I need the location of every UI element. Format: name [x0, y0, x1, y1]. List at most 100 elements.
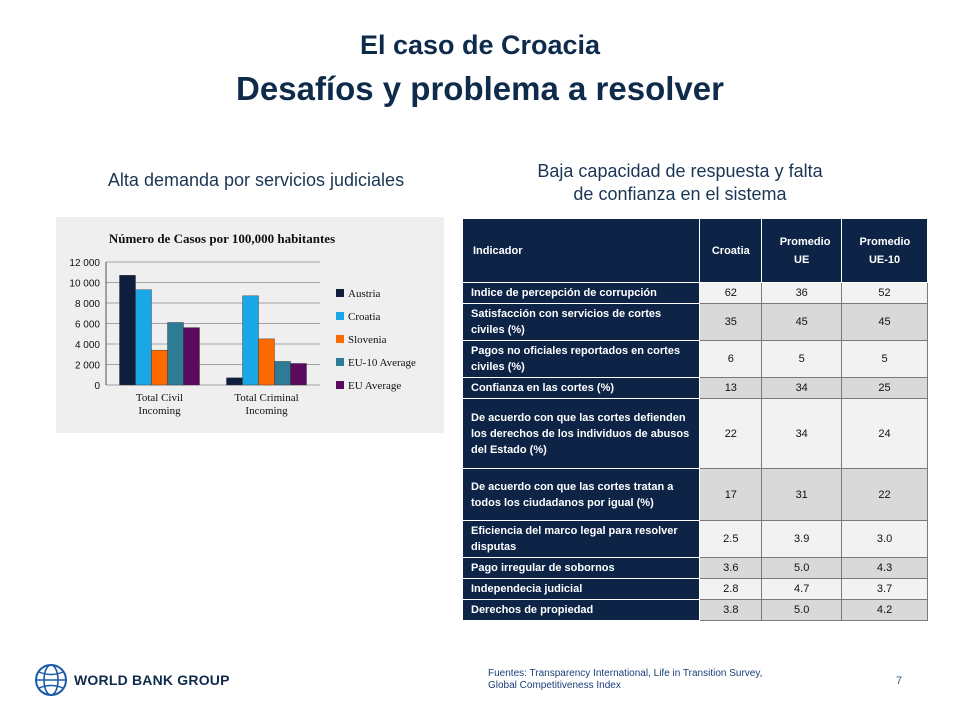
legend-label: EU-10 Average — [348, 357, 416, 369]
cell-croatia: 6 — [699, 340, 763, 378]
bar — [274, 361, 291, 386]
table-row: Indice de percepción de corrupción 62 36 52 — [461, 282, 928, 304]
legend-swatch — [336, 289, 344, 297]
globe-icon — [35, 664, 67, 696]
cell-promedio-ue10: 4.3 — [841, 557, 928, 579]
chart-svg: Número de Casos por 100,000 habitantes 0 2… — [69, 231, 416, 417]
cell-croatia: 35 — [699, 303, 763, 341]
sources-note: Fuentes: Transparency International, Lif… — [488, 668, 848, 692]
table-row: De acuerdo con que las cortes tratan a t… — [461, 468, 928, 521]
right-heading-line-1: Baja capacidad de respuesta y falta — [537, 161, 823, 181]
cell-croatia: 62 — [699, 282, 763, 304]
cell-croatia: 22 — [699, 398, 763, 469]
cell-croatia: 3.8 — [699, 599, 763, 621]
cell-promedio-ue10: 3.0 — [841, 520, 928, 558]
row-indicator-label: Pago irregular de sobornos — [461, 557, 701, 579]
legend-swatch — [336, 335, 344, 343]
cell-promedio-ue: 31 — [761, 468, 843, 521]
cell-promedio-ue: 5.0 — [761, 599, 843, 621]
row-indicator-label: Eficiencia del marco legal para resolver… — [461, 520, 701, 558]
table-row: Pagos no oficiales reportados en cortes … — [461, 340, 928, 378]
row-indicator-label: Derechos de propiedad — [461, 599, 701, 621]
table-row: Eficiencia del marco legal para resolver… — [461, 520, 928, 558]
row-indicator-label: Independecia judicial — [461, 578, 701, 600]
left-heading: Alta demanda por servicios judiciales — [107, 170, 405, 190]
cell-promedio-ue10: 52 — [841, 282, 928, 304]
right-heading-line-2: de confianza en el sistema — [573, 184, 787, 204]
cell-promedio-ue10: 45 — [841, 303, 928, 341]
table-row: Satisfacción con servicios de cortes civ… — [461, 303, 928, 341]
cell-promedio-ue: 5.0 — [761, 557, 843, 579]
legend-label: Slovenia — [348, 334, 387, 346]
y-tick-label: 8 000 — [75, 299, 100, 310]
header-croatia: Croatia — [699, 218, 763, 283]
cell-promedio-ue10: 22 — [841, 468, 928, 521]
bar — [135, 289, 152, 386]
sources-line-2: Global Competitiveness Index — [488, 680, 621, 691]
cell-promedio-ue: 4.7 — [761, 578, 843, 600]
row-indicator-label: De acuerdo con que las cortes defienden … — [461, 398, 701, 469]
row-indicator-label: Indice de percepción de corrupción — [461, 282, 701, 304]
cell-promedio-ue10: 3.7 — [841, 578, 928, 600]
header-promedio-ue: Promedio UE — [761, 218, 843, 283]
legend-swatch — [336, 312, 344, 320]
y-tick-label: 0 — [94, 381, 100, 392]
table-row: Independecia judicial 2.8 4.7 3.7 — [461, 578, 928, 600]
bar — [242, 295, 259, 386]
slide-title: El caso de Croacia — [359, 30, 601, 60]
legend-label: Austria — [348, 288, 381, 300]
row-indicator-label: Confianza en las cortes (%) — [461, 377, 701, 399]
cases-chart: Número de Casos por 100,000 habitantes 0 2… — [56, 217, 444, 433]
bar — [258, 338, 275, 386]
cell-croatia: 3.6 — [699, 557, 763, 579]
legend-label: EU Average — [348, 380, 401, 392]
cell-promedio-ue: 5 — [761, 340, 843, 378]
row-indicator-label: Pagos no oficiales reportados en cortes … — [461, 340, 701, 378]
chart-title: Número de Casos por 100,000 habitantes — [109, 231, 335, 246]
slide-subtitle: Desafíos y problema a resolver — [236, 70, 724, 107]
table-row: De acuerdo con que las cortes defienden … — [461, 398, 928, 469]
right-heading: Baja capacidad de respuesta y falta de c… — [480, 160, 880, 206]
bar — [151, 349, 168, 386]
y-tick-label: 12 000 — [69, 258, 100, 269]
y-tick-label: 6 000 — [75, 320, 100, 331]
category-label: Incoming — [245, 405, 288, 417]
cell-promedio-ue10: 5 — [841, 340, 928, 378]
cell-croatia: 13 — [699, 377, 763, 399]
table-row: Confianza en las cortes (%) 13 34 25 — [461, 377, 928, 399]
header-promedio-ue-label: Promedio UE — [779, 235, 831, 266]
cell-promedio-ue10: 4.2 — [841, 599, 928, 621]
table-row: Pago irregular de sobornos 3.6 5.0 4.3 — [461, 557, 928, 579]
sources-line-1: Fuentes: Transparency International, Lif… — [488, 668, 763, 679]
cell-promedio-ue: 3.9 — [761, 520, 843, 558]
legend-swatch — [336, 381, 344, 389]
cell-promedio-ue: 36 — [761, 282, 843, 304]
bar — [119, 275, 136, 386]
legend-swatch — [336, 358, 344, 366]
row-indicator-label: De acuerdo con que las cortes tratan a t… — [461, 468, 701, 521]
category-label: Incoming — [138, 405, 181, 417]
header-indicador: Indicador — [461, 218, 701, 283]
cell-promedio-ue10: 24 — [841, 398, 928, 469]
bar — [167, 322, 184, 386]
category-label: Total Criminal — [234, 392, 298, 404]
cell-croatia: 2.5 — [699, 520, 763, 558]
cell-croatia: 2.8 — [699, 578, 763, 600]
bar — [290, 363, 307, 386]
table-header-row: Indicador Croatia Promedio UE Promedio U… — [461, 218, 928, 283]
logo-text: WORLD BANK GROUP — [74, 672, 230, 688]
table-row: Derechos de propiedad 3.8 5.0 4.2 — [461, 599, 928, 621]
cell-promedio-ue: 34 — [761, 398, 843, 469]
y-tick-label: 4 000 — [75, 340, 100, 351]
cell-promedio-ue: 45 — [761, 303, 843, 341]
bar — [183, 327, 200, 386]
header-promedio-ue10-label: Promedio UE-10 — [859, 235, 911, 266]
cell-promedio-ue10: 25 — [841, 377, 928, 399]
cell-croatia: 17 — [699, 468, 763, 521]
row-indicator-label: Satisfacción con servicios de cortes civ… — [461, 303, 701, 341]
page-number: 7 — [896, 675, 903, 687]
y-tick-label: 10 000 — [69, 279, 100, 290]
world-bank-logo: WORLD BANK GROUP — [34, 660, 230, 700]
header-promedio-ue10: Promedio UE-10 — [841, 218, 928, 283]
cell-promedio-ue: 34 — [761, 377, 843, 399]
